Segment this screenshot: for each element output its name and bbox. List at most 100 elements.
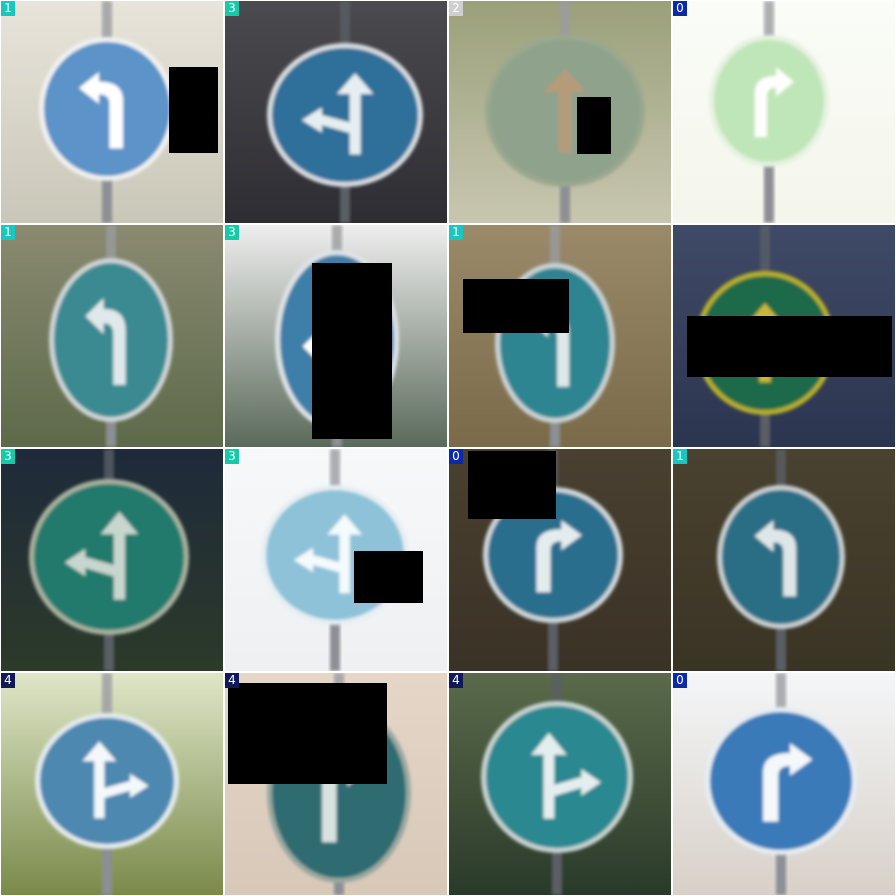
traffic-sign [39,37,175,181]
arrow-icon [85,298,126,385]
arrow-shape [85,298,126,385]
occlusion-patch [687,316,892,377]
sign-post [550,417,560,447]
sign-photo [1,673,223,895]
occlusion-patch [463,279,569,333]
class-label-badge: 0 [673,1,687,16]
sign-tile: 3 [1,449,223,671]
arrow-icon [301,73,374,155]
sign-post [104,629,114,671]
traffic-sign [29,479,189,635]
class-label-badge: 2 [449,1,463,16]
sign-post [334,877,344,895]
arrow-shape [64,548,120,578]
arrow-icon [293,514,363,594]
arrow-shape [548,768,602,798]
sign-photo [673,449,895,671]
sign-face [710,712,852,850]
traffic-sign [267,43,423,187]
sign-post [104,449,114,483]
sign-face [44,42,170,176]
class-label-badge: 3 [1,449,15,464]
class-label-badge: 1 [673,449,687,464]
arrow-shape [100,511,139,600]
sign-post [552,847,562,895]
arrow-icon [64,511,139,600]
arrow-icon [543,68,587,153]
sign-tile: 4 [1,673,223,895]
sign-tile: 0 [673,673,895,895]
sign-face [486,706,628,848]
arrow-shape [763,743,813,822]
sign-post [776,623,786,671]
arrow-shape [327,514,363,594]
sign-face [272,48,418,182]
arrow-icon [754,520,797,597]
arrow-shape [754,67,794,138]
sign-post [552,673,562,705]
sign-photo [449,673,671,895]
sign-post [776,849,786,895]
sign-photo [449,1,671,223]
arrow-icon [82,741,149,819]
traffic-sign [481,701,633,853]
class-label-badge: 3 [225,225,239,240]
sign-photo [449,225,671,447]
sign-photo [1,449,223,671]
class-label-badge: 3 [225,1,239,16]
sign-post [102,1,112,41]
sign-tile: 0 [449,449,671,671]
sign-tile: 1 [449,225,671,447]
class-label-badge: 4 [1,673,15,688]
class-label-badge: 0 [449,449,463,464]
arrow-shape [536,520,582,593]
class-label-badge: 1 [1,225,15,240]
traffic-sign [705,707,857,855]
sign-tile: 0 [673,1,895,223]
arrow-shape [336,73,374,155]
class-label-badge: 3 [225,449,239,464]
sign-post [760,225,770,275]
sign-post [330,619,340,671]
traffic-sign [49,258,173,422]
sign-tile: 4 [449,673,671,895]
sign-face [34,484,184,630]
sign-photo [673,1,895,223]
class-label-badge: 1 [449,225,463,240]
arrow-icon [763,743,813,822]
sign-post [776,673,786,711]
traffic-sign [485,35,645,187]
sign-post [776,449,786,489]
arrow-shape [754,520,797,597]
sign-photo [449,449,671,671]
sign-post [560,1,570,39]
arrow-shape [78,72,124,149]
arrow-shape [293,547,345,574]
sign-face [714,40,824,162]
sign-post [106,416,116,447]
sign-post [764,161,774,223]
occlusion-patch [354,551,423,603]
arrow-icon [530,732,602,819]
class-label-badge: 1 [1,1,15,16]
sign-face [488,492,618,618]
sign-post [102,175,112,223]
sign-post [106,225,116,262]
occlusion-patch [169,67,218,153]
traffic-sign [717,485,845,629]
sign-post [102,843,112,895]
sign-post [330,449,340,489]
class-label-badge: 4 [225,673,239,688]
arrow-shape [543,68,587,153]
sign-tile: 1 [1,225,223,447]
traffic-sign [483,487,623,623]
sign-face [722,490,840,624]
sign-face [54,263,168,417]
occlusion-patch [468,451,556,519]
class-label-badge: 0 [673,673,687,688]
sign-post [560,181,570,223]
sign-face [40,718,174,844]
sign-post [760,409,770,447]
sign-tile: 1 [673,449,895,671]
